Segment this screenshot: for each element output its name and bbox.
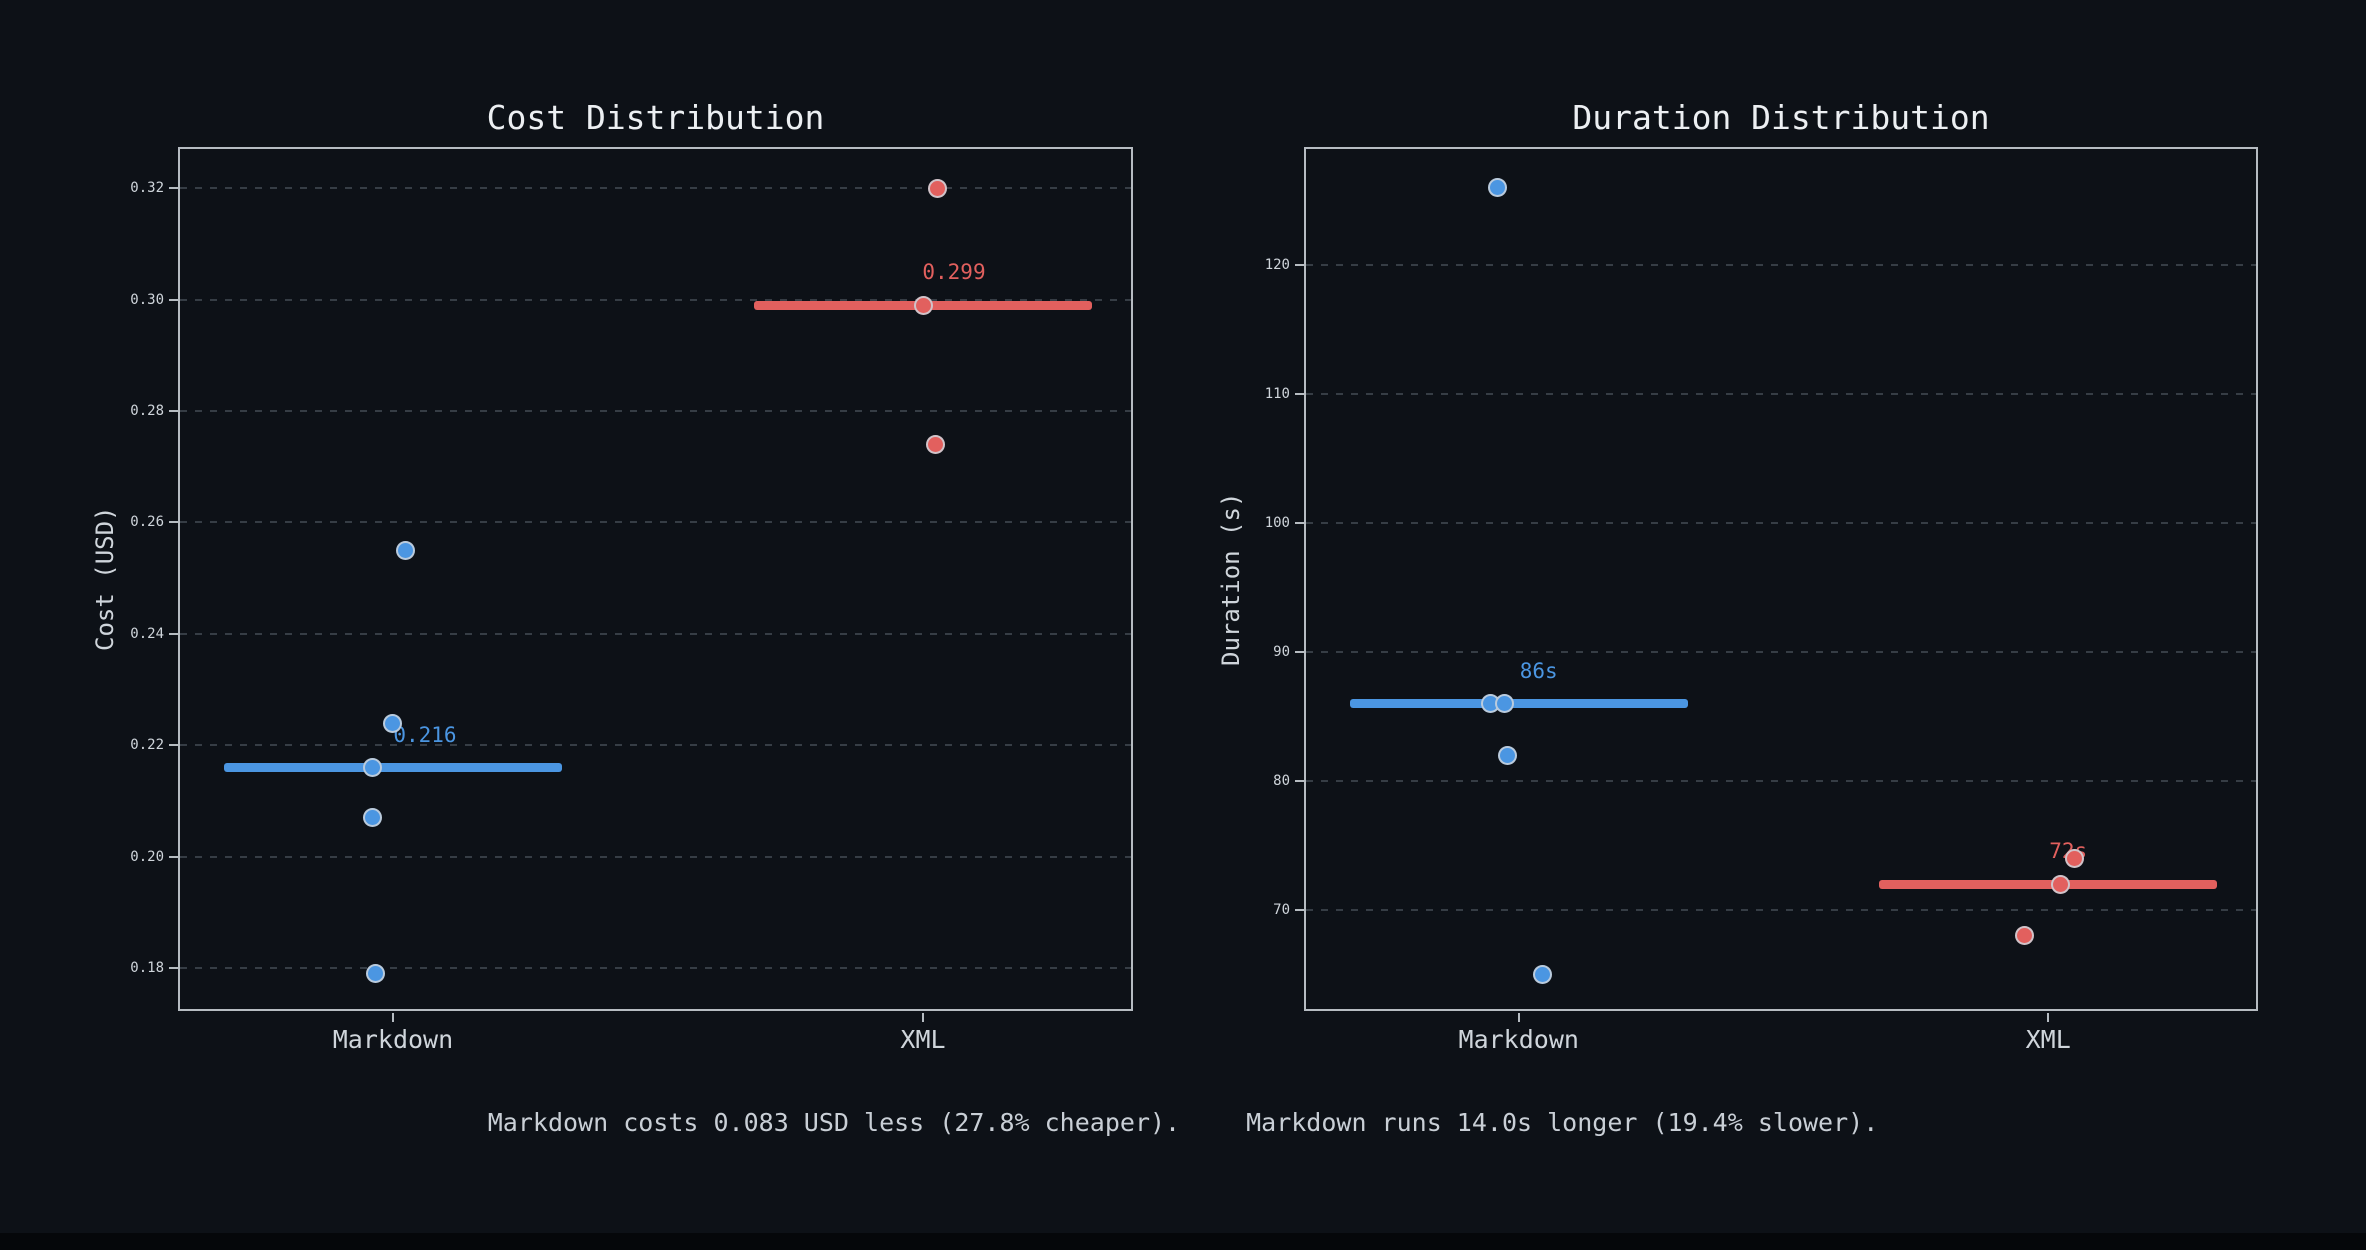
y-tick-mark — [1295, 779, 1304, 782]
y-tick-mark — [1295, 393, 1304, 395]
gridline — [180, 521, 1131, 524]
y-tick-label: 90 — [1273, 643, 1290, 660]
y-tick-mark — [169, 967, 178, 970]
y-tick-label: 0.24 — [130, 625, 164, 642]
y-tick-mark — [169, 298, 178, 301]
gridline — [1306, 779, 2256, 782]
gridline — [1306, 908, 2256, 911]
markdown-data-point — [396, 540, 416, 560]
y-tick-label: 80 — [1273, 772, 1290, 789]
gridline — [1306, 393, 2256, 395]
x-tick-mark — [2047, 1013, 2050, 1022]
xml-data-point — [2064, 848, 2084, 868]
comparison-caption: Markdown costs 0.083 USD less (27.8% che… — [0, 1108, 2366, 1138]
xml-mean-label: 0.299 — [922, 260, 986, 285]
gridline — [180, 744, 1131, 747]
bottom-strip — [0, 1233, 2366, 1250]
y-tick-label: 70 — [1273, 901, 1290, 918]
x-tick-label-markdown: Markdown — [1458, 1025, 1579, 1054]
markdown-data-point — [366, 964, 386, 984]
duration-chart-ylabel: Duration (s) — [1217, 492, 1245, 666]
x-tick-label-xml: XML — [2025, 1025, 2071, 1054]
gridline — [180, 855, 1131, 858]
y-tick-mark — [169, 409, 178, 412]
x-tick-mark — [1517, 1013, 1520, 1022]
xml-data-point — [2050, 874, 2070, 894]
markdown-data-point — [1533, 964, 1553, 984]
markdown-data-point — [383, 713, 403, 733]
y-tick-mark — [169, 632, 178, 635]
markdown-data-point — [363, 758, 383, 778]
gridline — [180, 967, 1131, 970]
y-tick-label: 0.30 — [130, 291, 164, 308]
y-tick-label: 100 — [1264, 514, 1290, 531]
y-tick-mark — [169, 521, 178, 524]
y-tick-label: 110 — [1264, 386, 1290, 402]
xml-data-point — [2014, 926, 2034, 946]
y-tick-label: 0.22 — [130, 737, 164, 754]
duration-chart-title: Duration Distribution — [1572, 98, 1990, 137]
x-tick-mark — [921, 1013, 924, 1022]
cost-comparison-text: Markdown costs 0.083 USD less (27.8% che… — [487, 1108, 1181, 1137]
gridline — [1306, 650, 2256, 653]
y-tick-label: 0.20 — [130, 848, 164, 865]
xml-data-point — [928, 178, 948, 198]
duration-chart-axes: Duration Distribution Duration (s) 70 80 9… — [1217, 98, 2258, 1054]
markdown-mean-line — [1349, 699, 1688, 708]
gridline — [180, 632, 1131, 635]
xml-data-point — [914, 295, 934, 315]
xml-mean-line — [1879, 879, 2218, 889]
markdown-mean-line — [223, 763, 562, 773]
y-tick-mark — [169, 187, 178, 190]
y-tick-mark — [1295, 650, 1304, 653]
y-tick-mark — [1295, 908, 1304, 911]
cost-chart-axes: Cost Distribution Cost (USD) 0.18 0.20 0.2… — [91, 98, 1133, 1054]
y-tick-mark — [1295, 264, 1304, 267]
y-tick-mark — [169, 855, 178, 858]
cost-chart-title: Cost Distribution — [486, 98, 825, 137]
y-tick-mark — [1295, 521, 1304, 524]
y-tick-label: 120 — [1264, 257, 1290, 274]
markdown-data-point — [1498, 745, 1518, 765]
y-tick-label: 0.26 — [130, 514, 164, 531]
gridline — [180, 409, 1131, 412]
y-tick-mark — [169, 744, 178, 747]
x-tick-label-markdown: Markdown — [332, 1025, 454, 1054]
markdown-data-point — [1488, 178, 1508, 198]
cost-chart-ylabel: Cost (USD) — [91, 506, 119, 652]
y-tick-label: 0.18 — [130, 960, 164, 977]
markdown-mean-label: 0.216 — [393, 722, 457, 747]
markdown-data-point — [363, 808, 383, 828]
x-tick-mark — [391, 1013, 394, 1022]
markdown-data-point — [1495, 694, 1515, 713]
y-tick-label: 0.32 — [130, 180, 164, 197]
gridline — [180, 298, 1131, 301]
gridline — [180, 187, 1131, 190]
xml-data-point — [926, 434, 946, 454]
gridline — [1306, 521, 2256, 524]
markdown-mean-label: 86s — [1519, 658, 1558, 683]
x-tick-label-xml: XML — [900, 1025, 946, 1054]
gridline — [1306, 264, 2256, 267]
duration-comparison-text: Markdown runs 14.0s longer (19.4% slower… — [1246, 1108, 1879, 1137]
y-tick-label: 0.28 — [130, 402, 164, 419]
